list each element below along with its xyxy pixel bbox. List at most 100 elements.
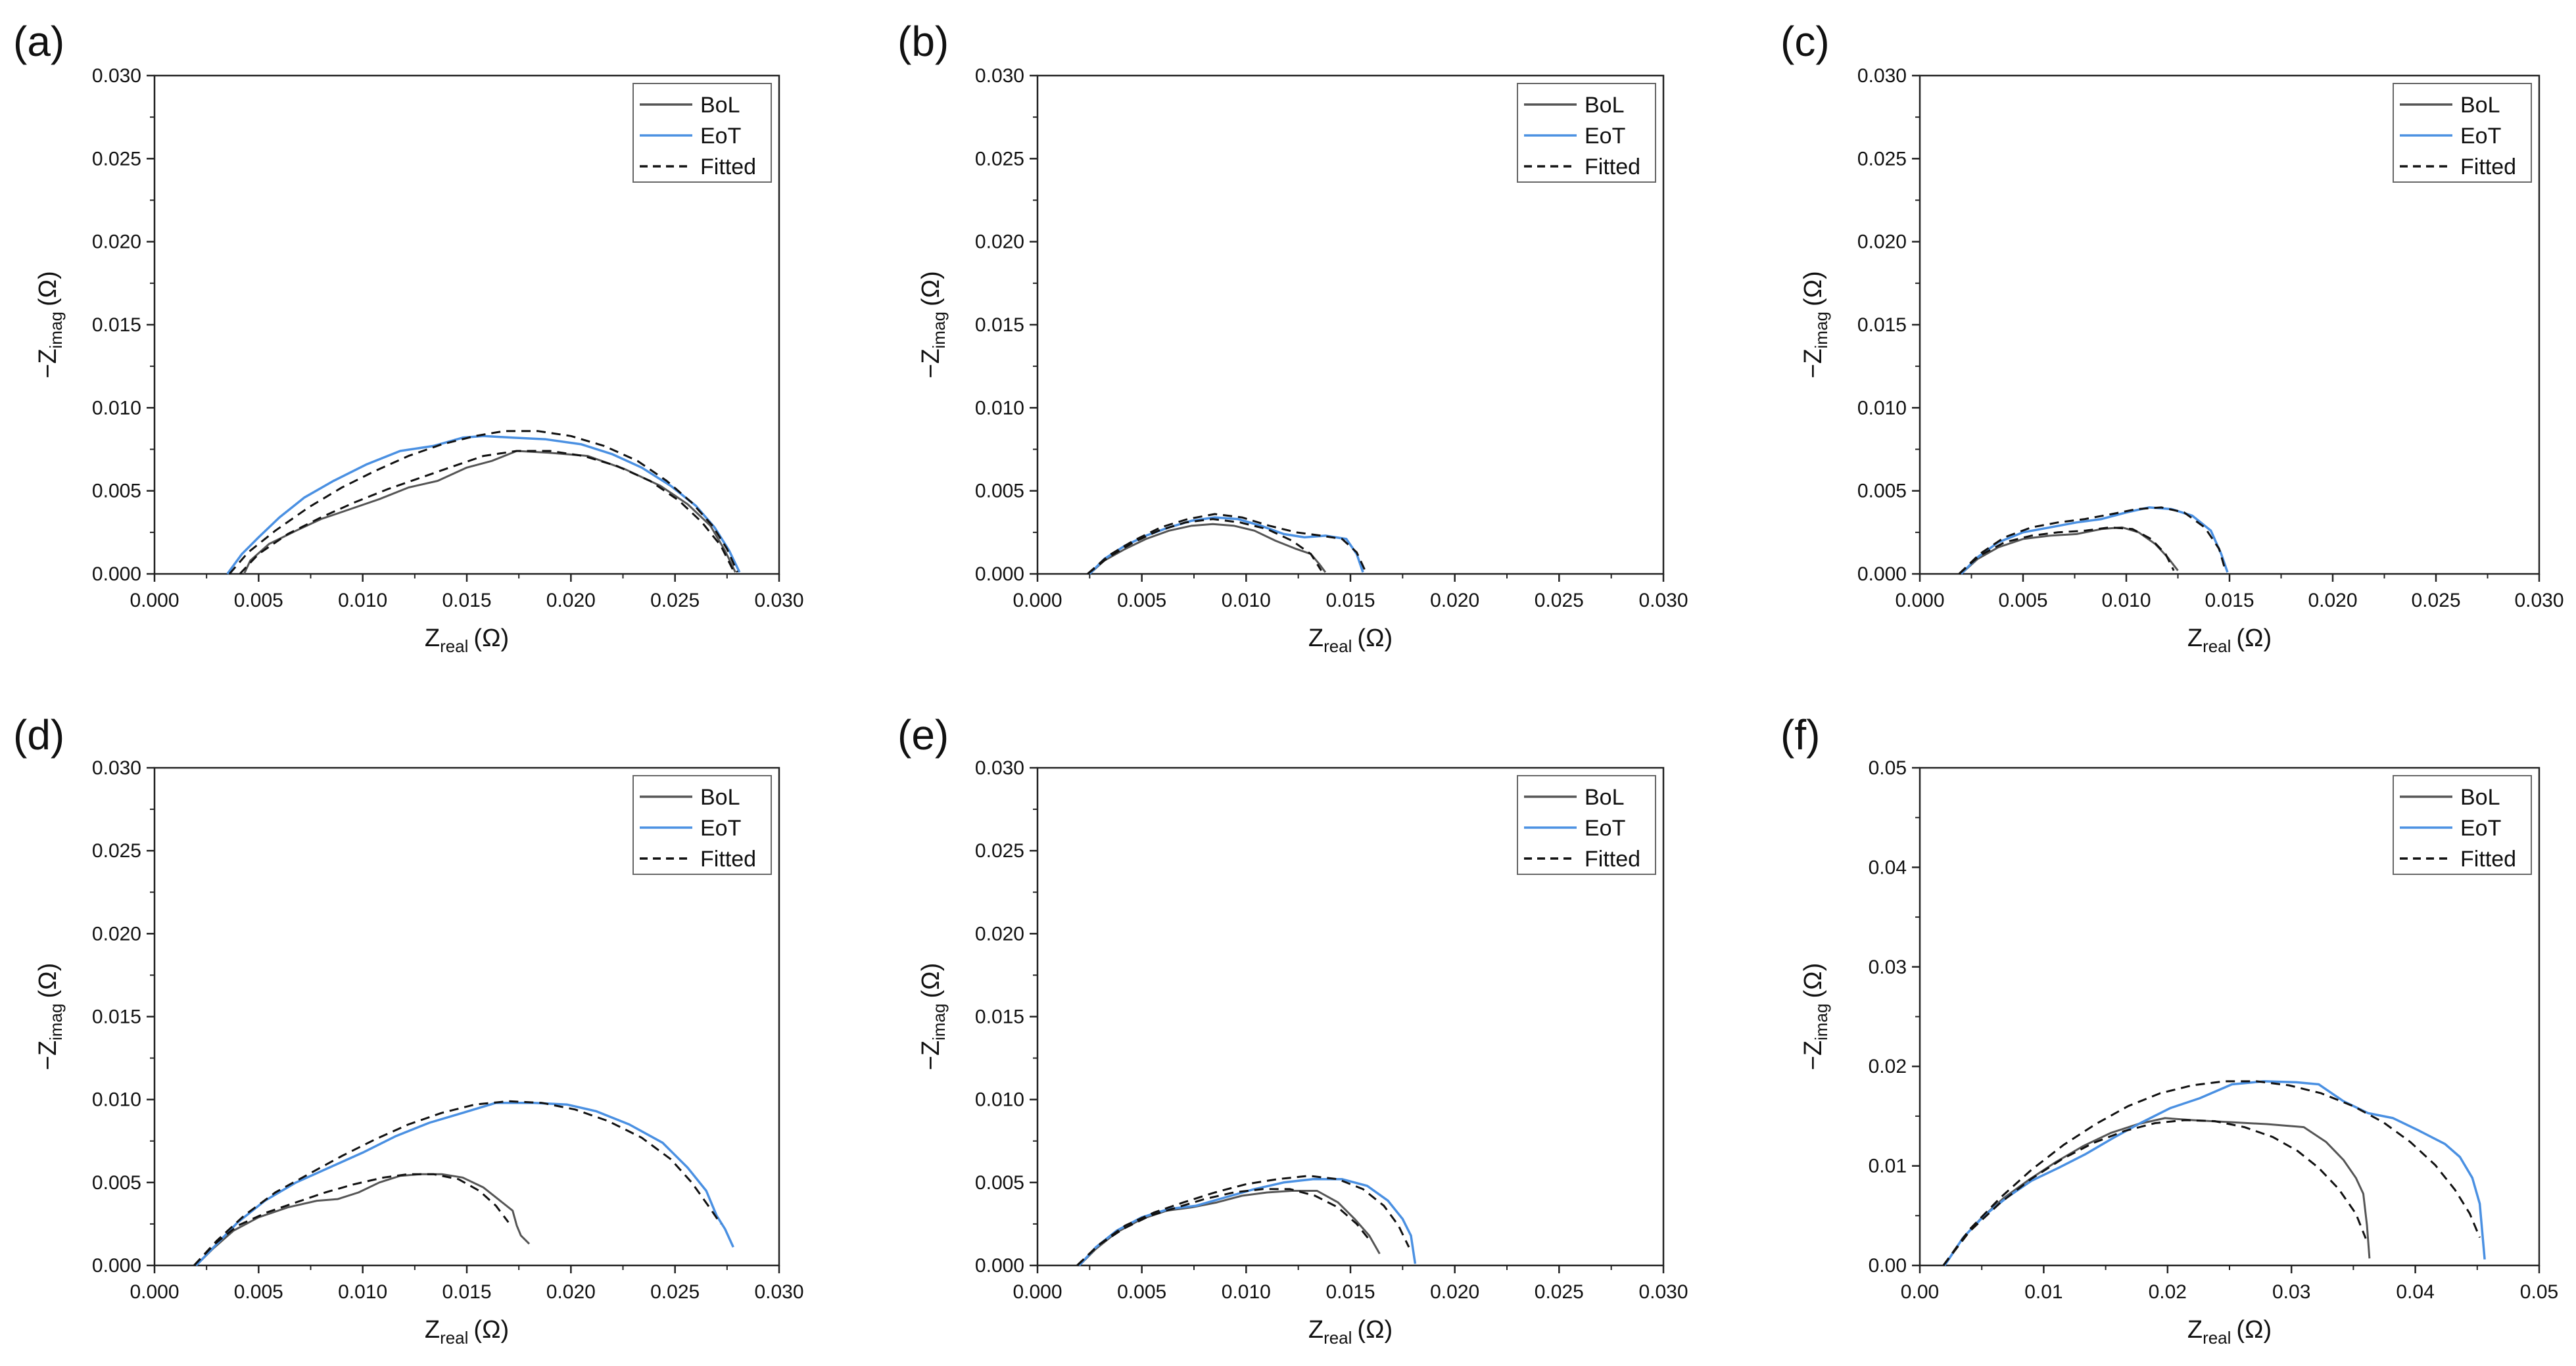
- y-axis-label-unit: (Ω): [34, 963, 62, 999]
- series-line-fitted: [193, 1173, 510, 1267]
- legend-label-eot: EoT: [2460, 816, 2501, 841]
- x-axis-label-main: Z: [425, 624, 440, 652]
- x-tick-label: 0.010: [1222, 1281, 1271, 1303]
- x-axis-label-sub: real: [440, 636, 468, 656]
- x-tick-label: 0.005: [1117, 590, 1166, 611]
- x-tick-label: 0.015: [442, 590, 491, 611]
- x-tick-label: 0.000: [130, 1281, 179, 1303]
- x-tick-label: 0.015: [1325, 590, 1375, 611]
- x-tick-label: 0.010: [1222, 590, 1271, 611]
- y-axis-label: −Zimag (Ω): [34, 271, 66, 378]
- x-tick-label: 0.010: [338, 590, 387, 611]
- y-axis-label-sub: imag: [46, 312, 66, 348]
- x-tick-label: 0.030: [2514, 590, 2564, 611]
- legend: BoL EoT Fitted: [2393, 83, 2532, 183]
- legend: BoL EoT Fitted: [2393, 775, 2532, 875]
- legend-label-eot: EoT: [700, 816, 741, 841]
- y-axis-label-main: −Z: [1800, 348, 1827, 378]
- y-tick-label: 0.000: [1857, 563, 1907, 585]
- y-tick-label: 0.015: [975, 314, 1024, 336]
- x-axis-label: Zreal (Ω): [1308, 624, 1393, 656]
- x-tick-label: 0.025: [650, 1281, 700, 1303]
- y-axis-label-sub: imag: [46, 1003, 66, 1040]
- series-line-fitted: [1087, 513, 1366, 575]
- legend-label-eot: EoT: [1585, 816, 1625, 841]
- y-tick-label: 0.000: [92, 563, 141, 585]
- y-axis-label: −Zimag (Ω): [917, 271, 949, 378]
- x-axis-label-main: Z: [2187, 1316, 2203, 1344]
- x-tick-label: 0.05: [2520, 1281, 2558, 1303]
- x-tick-label: 0.020: [1430, 590, 1479, 611]
- y-axis-label-main: −Z: [34, 348, 62, 378]
- x-tick-label: 0.005: [234, 1281, 283, 1303]
- y-axis-label-main: −Z: [34, 1041, 62, 1070]
- x-axis-label-sub: real: [440, 1328, 468, 1348]
- x-axis-label-sub: real: [2203, 1328, 2231, 1348]
- y-tick-label: 0.030: [1857, 65, 1907, 87]
- series-line-fitted: [1942, 1119, 2367, 1266]
- panel-label: (b): [897, 18, 949, 65]
- y-tick-label: 0.025: [92, 840, 141, 862]
- x-tick-label: 0.000: [1895, 590, 1944, 611]
- series-line-bol: [243, 450, 736, 575]
- legend-label-fitted: Fitted: [2460, 154, 2516, 179]
- legend: BoL EoT Fitted: [632, 83, 772, 183]
- x-tick-label: 0.010: [2101, 590, 2151, 611]
- panel-label: (a): [13, 18, 64, 65]
- x-tick-label: 0.00: [1901, 1281, 1939, 1303]
- y-tick-label: 0.030: [975, 757, 1024, 779]
- y-axis-label-sub: imag: [1811, 312, 1831, 348]
- x-axis-label-unit: (Ω): [2236, 624, 2272, 652]
- legend-box: [632, 775, 772, 875]
- x-tick-label: 0.01: [2024, 1281, 2063, 1303]
- legend-label-fitted: Fitted: [700, 847, 756, 872]
- x-tick-label: 0.020: [546, 1281, 596, 1303]
- x-tick-label: 0.025: [1535, 590, 1584, 611]
- y-tick-label: 0.005: [1857, 481, 1907, 502]
- series-line-bol: [1944, 1117, 2371, 1266]
- x-axis-label: Zreal (Ω): [1308, 1316, 1393, 1348]
- chart-panel-e: (e) 0.000 0.005 0.010 0.015 0.020 0.025 0.030 0.…: [897, 711, 1688, 1348]
- y-tick-label: 0.025: [92, 148, 141, 170]
- series-line-eot: [1960, 506, 2229, 575]
- y-tick-label: 0.010: [92, 397, 141, 419]
- x-tick-label: 0.015: [442, 1281, 491, 1303]
- x-axis-label-main: Z: [2187, 624, 2203, 652]
- y-axis-label-unit: (Ω): [1800, 271, 1827, 306]
- y-tick-label: 0.020: [1857, 231, 1907, 253]
- x-axis-label: Zreal (Ω): [2187, 624, 2272, 656]
- y-axis-label-sub: imag: [1811, 1003, 1831, 1040]
- y-axis-label-unit: (Ω): [917, 963, 945, 999]
- x-axis-label-unit: (Ω): [1357, 1316, 1393, 1344]
- x-axis-label-sub: real: [1324, 1328, 1352, 1348]
- x-tick-label: 0.025: [2411, 590, 2460, 611]
- x-axis-label-sub: real: [1324, 636, 1352, 656]
- legend: BoL EoT Fitted: [632, 775, 772, 875]
- series-line-bol: [1960, 526, 2179, 575]
- y-tick-label: 0.010: [975, 397, 1024, 419]
- y-axis-label-unit: (Ω): [1800, 963, 1827, 999]
- series-line-fitted: [1076, 1175, 1410, 1267]
- y-tick-label: 0.010: [975, 1089, 1024, 1111]
- x-tick-label: 0.000: [1013, 590, 1062, 611]
- legend-label-bol: BoL: [2460, 785, 2500, 810]
- legend-label-eot: EoT: [1585, 124, 1625, 149]
- series-line-eot: [1944, 1080, 2486, 1266]
- legend-label-bol: BoL: [2460, 93, 2500, 118]
- y-axis-label: −Zimag (Ω): [917, 963, 949, 1070]
- y-tick-label: 0.02: [1869, 1056, 1907, 1077]
- x-axis-label-main: Z: [425, 1316, 440, 1344]
- y-tick-label: 0.020: [975, 231, 1024, 253]
- x-tick-label: 0.000: [1013, 1281, 1062, 1303]
- x-tick-label: 0.015: [1325, 1281, 1375, 1303]
- y-tick-label: 0.030: [92, 757, 141, 779]
- x-axis-label: Zreal (Ω): [425, 1316, 509, 1348]
- legend-label-bol: BoL: [1585, 93, 1625, 118]
- y-tick-label: 0.005: [92, 481, 141, 502]
- y-tick-label: 0.000: [975, 1255, 1024, 1277]
- y-tick-label: 0.01: [1869, 1156, 1907, 1177]
- chart-panel-b: (b) 0.000 0.005 0.010 0.015 0.020 0.025 0.030 0.…: [897, 18, 1688, 656]
- y-axis-label: −Zimag (Ω): [1800, 963, 1831, 1070]
- series-line-fitted: [1958, 506, 2227, 575]
